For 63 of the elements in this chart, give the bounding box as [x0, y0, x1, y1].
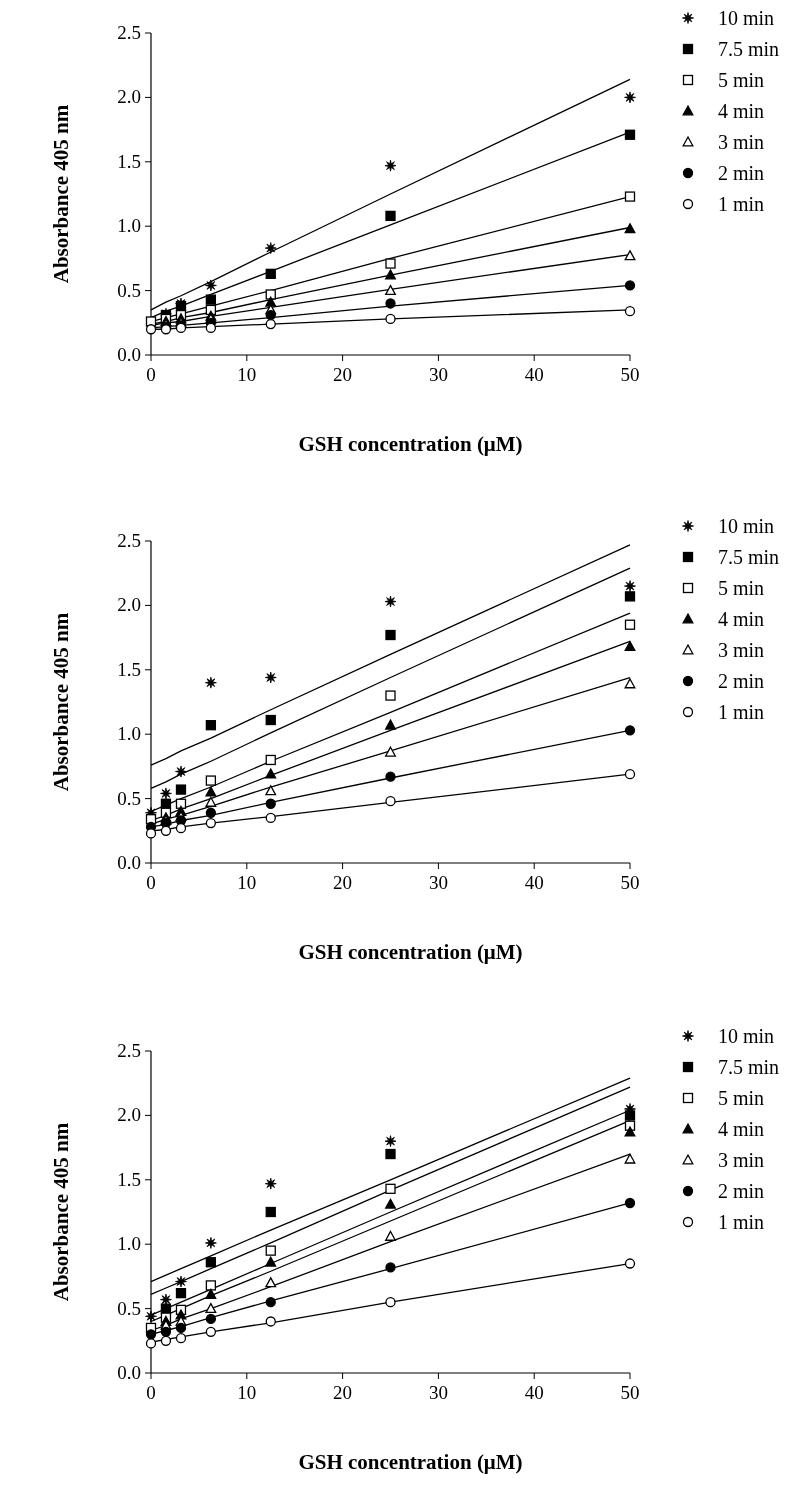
y-tick-label: 0.0	[117, 852, 141, 873]
y-tick-label: 0.0	[117, 344, 141, 365]
x-tick-label: 30	[428, 364, 448, 385]
legend-label: 4 min	[718, 100, 765, 122]
legend-label: 3 min	[718, 131, 765, 153]
y-tick-label: 1.0	[117, 215, 141, 237]
y-tick-label: 2.0	[117, 594, 141, 616]
x-tick-label: 50	[620, 1382, 640, 1403]
x-tick-label: 0	[146, 872, 156, 893]
y-tick-label: 2.0	[117, 86, 141, 108]
y-tick-label: 1.5	[117, 658, 141, 680]
y-tick-label: 0.5	[117, 787, 141, 809]
x-tick-label: 10	[237, 1382, 257, 1403]
legend-label: 3 min	[718, 639, 765, 661]
y-tick-label: 2.5	[117, 1040, 141, 1061]
y-axis-title: Absorbance 405 nm	[49, 612, 73, 792]
y-tick-label: 0.0	[117, 1362, 141, 1383]
legend-label: 10 min	[718, 515, 775, 537]
x-tick-label: 50	[620, 872, 640, 893]
y-tick-label: 2.0	[117, 1104, 141, 1126]
legend-label: 3 min	[718, 1149, 765, 1171]
y-tick-label: 1.5	[117, 1168, 141, 1190]
legend-label: 2 min	[718, 162, 765, 184]
legend-label: 5 min	[718, 1087, 765, 1109]
legend-label: 10 min	[718, 1025, 775, 1047]
x-tick-label: 30	[428, 872, 448, 893]
y-axis-title: Absorbance 405 nm	[49, 1122, 73, 1302]
x-tick-label: 40	[524, 364, 544, 385]
x-tick-label: 50	[620, 364, 640, 385]
x-axis-title: GSH concentration (μM)	[298, 940, 523, 964]
y-tick-label: 0.5	[117, 279, 141, 301]
legend-label: 4 min	[718, 1118, 765, 1140]
x-tick-label: 0	[146, 1382, 156, 1403]
legend-label: 10 min	[718, 7, 775, 29]
x-tick-label: 40	[524, 872, 544, 893]
legend-label: 7.5 min	[718, 38, 780, 60]
y-tick-label: 0.5	[117, 1297, 141, 1319]
y-tick-label: 2.5	[117, 22, 141, 43]
legend-label: 5 min	[718, 69, 765, 91]
legend-label: 2 min	[718, 1180, 765, 1202]
x-tick-label: 20	[333, 872, 353, 893]
legend-label: 4 min	[718, 608, 765, 630]
x-tick-label: 30	[428, 1382, 448, 1403]
y-tick-label: 1.0	[117, 723, 141, 745]
legend-label: 7.5 min	[718, 546, 780, 568]
x-tick-label: 10	[237, 364, 257, 385]
legend-label: 1 min	[718, 1211, 765, 1233]
x-tick-label: 40	[524, 1382, 544, 1403]
y-tick-label: 1.0	[117, 1233, 141, 1255]
x-tick-label: 20	[333, 1382, 353, 1403]
x-tick-label: 10	[237, 872, 257, 893]
y-axis-title: Absorbance 405 nm	[49, 104, 73, 284]
y-tick-label: 2.5	[117, 530, 141, 551]
legend-label: 5 min	[718, 577, 765, 599]
x-axis-title: GSH concentration (μM)	[298, 432, 523, 456]
legend-label: 1 min	[718, 193, 765, 215]
x-tick-label: 0	[146, 364, 156, 385]
x-tick-label: 20	[333, 364, 353, 385]
legend-label: 1 min	[718, 701, 765, 723]
legend-label: 2 min	[718, 670, 765, 692]
legend-label: 7.5 min	[718, 1056, 780, 1078]
x-axis-title: GSH concentration (μM)	[298, 1450, 523, 1474]
y-tick-label: 1.5	[117, 150, 141, 172]
